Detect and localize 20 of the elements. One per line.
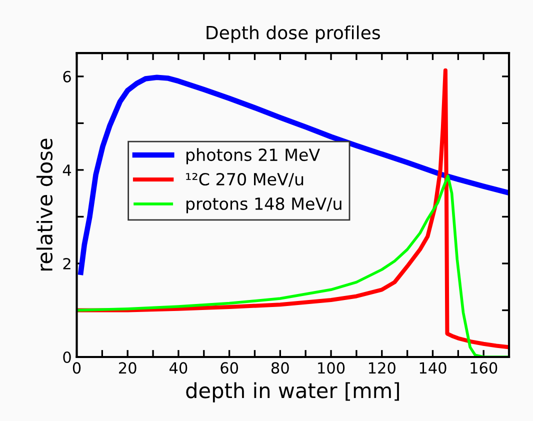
x-axis-title: depth in water [mm] xyxy=(186,382,399,402)
x-tick-label: 140 xyxy=(420,362,446,374)
x-tick-label: 20 xyxy=(119,362,136,374)
legend-label: photons 21 MeV xyxy=(186,148,320,164)
y-tick-label: 6 xyxy=(63,70,71,82)
line-series xyxy=(76,68,510,350)
x-tick-label: 0 xyxy=(72,362,81,374)
x-tick-label: 120 xyxy=(368,362,396,374)
x-tick-label: 40 xyxy=(169,362,188,374)
x-tick-label: 80 xyxy=(271,362,289,374)
legend-label: protons 148 MeV/u xyxy=(186,197,342,214)
y-tick-label: 0 xyxy=(63,351,71,364)
x-tick-label: 160 xyxy=(470,362,498,374)
y-tick-label: 4 xyxy=(62,164,72,176)
y-tick-label: 2 xyxy=(63,258,70,270)
x-tick-label: 100 xyxy=(318,362,345,374)
y-axis-title: relative dose xyxy=(36,138,53,271)
legend-label: ¹²C 270 MeV/u xyxy=(186,172,304,187)
x-tick-label: 60 xyxy=(220,362,238,374)
chart-title: Depth dose profiles xyxy=(206,25,380,43)
